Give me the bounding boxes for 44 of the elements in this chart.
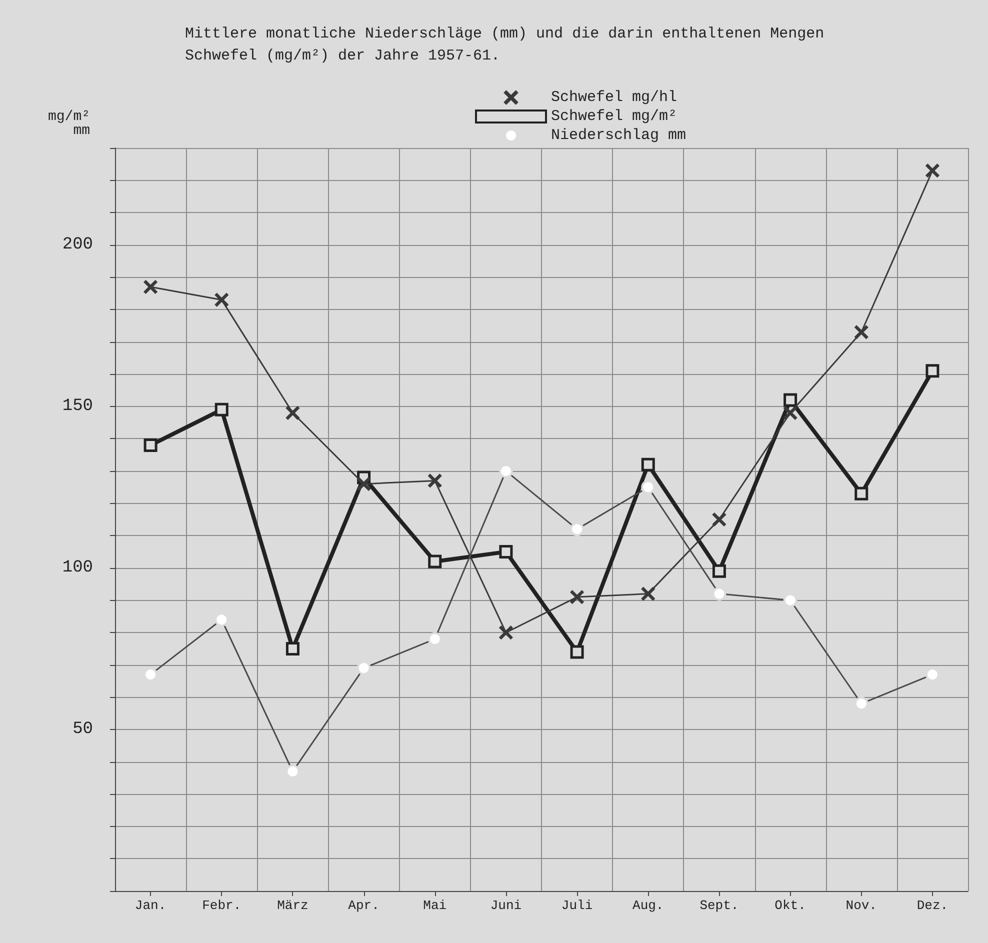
x-tick-label: Juli <box>561 898 593 913</box>
point <box>641 587 655 601</box>
point <box>854 486 868 500</box>
x-tick-label: Jan. <box>134 898 166 913</box>
point <box>286 406 300 420</box>
x-tick-label: März <box>277 898 308 913</box>
point <box>570 645 584 659</box>
x-tick-label: Mai <box>423 898 447 913</box>
point <box>641 458 655 472</box>
point <box>926 164 940 178</box>
point <box>499 545 513 559</box>
y-tick-label: 150 <box>62 396 93 416</box>
point <box>784 393 798 407</box>
x-tick-label: Nov. <box>846 898 877 913</box>
point <box>144 280 158 294</box>
point <box>428 474 442 488</box>
x-tick-label: Febr. <box>202 898 242 913</box>
point <box>214 402 228 416</box>
point <box>854 325 868 339</box>
point <box>926 364 940 378</box>
point <box>499 626 513 640</box>
point <box>784 406 798 420</box>
x-tick-label: Okt. <box>774 898 806 913</box>
y-axis-title: mg/m² mm <box>48 109 90 139</box>
point <box>428 554 442 568</box>
point <box>570 590 584 604</box>
point <box>357 477 371 491</box>
x-tick-label: Sept. <box>700 898 739 913</box>
legend-label: Schwefel mg/m² <box>551 108 678 125</box>
x-tick-label: Dez. <box>916 898 948 913</box>
point <box>144 438 158 452</box>
y-tick-label: 50 <box>72 720 93 739</box>
y-tick-label: 100 <box>62 558 93 578</box>
point <box>214 293 228 307</box>
legend-label: Schwefel mg/hl <box>551 89 678 106</box>
legend-label: Niederschlag mm <box>551 127 686 144</box>
point <box>286 642 300 656</box>
point <box>712 512 726 526</box>
chart-title: Mittlere monatliche Niederschläge (mm) und die darin enthaltenen Mengen Schwefel (mg/m²) der Jahre 1957-61. <box>185 26 834 64</box>
x-tick-label: Apr. <box>348 898 380 913</box>
point <box>712 564 726 578</box>
y-tick-label: 200 <box>62 235 93 254</box>
x-tick-label: Aug. <box>632 898 664 913</box>
x-tick-label: Juni <box>490 898 522 913</box>
